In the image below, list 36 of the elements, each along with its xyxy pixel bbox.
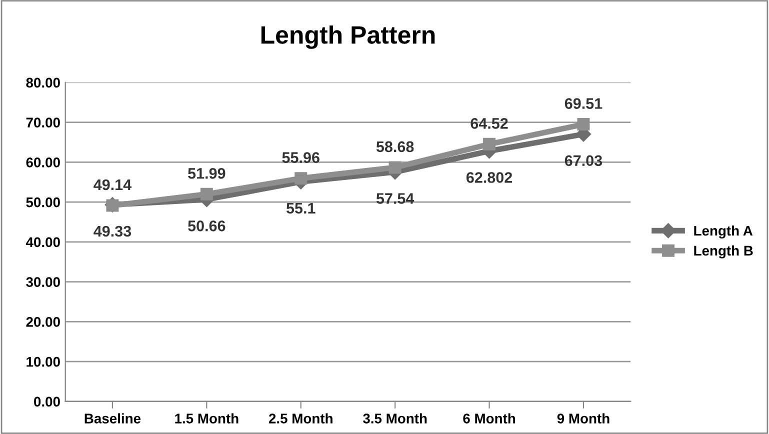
data-label: 62.802 [466,172,512,183]
data-label: 49.14 [94,179,132,190]
data-label: 51.99 [188,168,226,179]
y-tick-label: 20.00 [26,317,60,327]
x-tick-label: 1.5 Month [175,413,238,424]
point [577,118,590,131]
data-label: 58.68 [376,141,414,152]
data-label: 57.54 [376,193,414,204]
y-tick-label: 0.00 [34,396,60,407]
data-label: 50.66 [188,220,226,232]
y-tick-label: 80.00 [26,78,60,88]
y-tick-label: 50.00 [26,197,60,208]
legend-label: Length B [694,245,753,258]
legend-label: Length A [694,225,753,238]
chart-title: Length Pattern [261,25,435,49]
x-tick-label: 3.5 Month [362,413,427,424]
point [294,172,308,185]
data-label: 67.03 [564,155,602,166]
y-tick-label: 10.00 [26,356,60,367]
point [106,199,119,212]
x-tick-label: 6 Month [463,413,516,424]
data-label: 55.1 [286,202,316,214]
y-tick-label: 70.00 [26,118,60,128]
data-label: 55.96 [282,152,320,163]
point [200,188,213,200]
point [483,138,496,150]
x-tick-label: 9 Month [557,413,610,424]
x-tick-label: Baseline [84,413,141,424]
x-tick-label: 2.5 Month [268,413,332,424]
y-tick-label: 40.00 [26,237,60,248]
y-tick-label: 60.00 [26,158,60,168]
point [388,161,402,174]
data-label: 69.51 [564,98,602,109]
data-label: 64.52 [470,118,508,129]
data-label: 49.33 [94,226,132,237]
y-tick-label: 30.00 [26,277,60,288]
